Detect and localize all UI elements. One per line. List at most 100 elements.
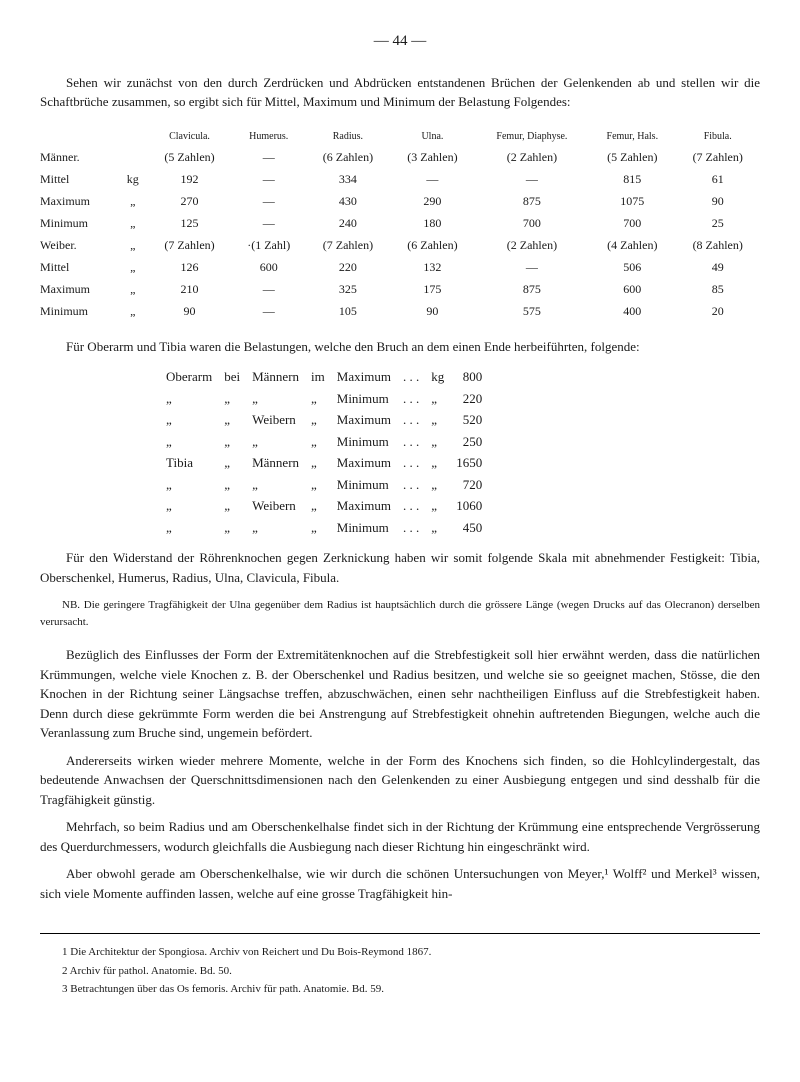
cell: —: [232, 146, 306, 168]
list-cell: Maximum: [331, 409, 397, 431]
list-cell: „: [160, 431, 218, 453]
cell: 90: [147, 300, 232, 322]
cell: „: [118, 234, 147, 256]
table-row: Mittel „ 126 600 220 132 — 506 49: [40, 256, 760, 278]
list-cell: „: [218, 474, 246, 496]
cell: 815: [589, 168, 675, 190]
list-cell: „: [425, 474, 450, 496]
table-row: Maximum „ 270 — 430 290 875 1075 90: [40, 190, 760, 212]
list-cell: „: [305, 495, 331, 517]
list-cell: „: [218, 452, 246, 474]
list-cell: „: [425, 495, 450, 517]
cell: 210: [147, 278, 232, 300]
cell: 25: [675, 212, 760, 234]
list-cell: Minimum: [331, 431, 397, 453]
cell: kg: [118, 168, 147, 190]
list-cell: „: [425, 431, 450, 453]
list-cell: „: [425, 517, 450, 539]
list-cell: „: [305, 388, 331, 410]
list-row: „„„„Minimum. . .„720: [160, 474, 488, 496]
table-row: Weiber. „ (7 Zahlen) ·(1 Zahl) (7 Zahlen…: [40, 234, 760, 256]
cell: (4 Zahlen): [589, 234, 675, 256]
list-cell: „: [305, 431, 331, 453]
list-row: Tibia„Männern„Maximum. . .„1650: [160, 452, 488, 474]
cell: —: [475, 256, 589, 278]
cell: —: [232, 300, 306, 322]
cell: „: [118, 256, 147, 278]
footnote: 3 Betrachtungen über das Os femoris. Arc…: [40, 981, 760, 998]
cell: Weiber.: [40, 234, 118, 256]
list-cell: „: [160, 495, 218, 517]
table-row: Maximum „ 210 — 325 175 875 600 85: [40, 278, 760, 300]
list-cell: . . .: [397, 452, 425, 474]
list-cell: „: [160, 474, 218, 496]
cell: —: [232, 168, 306, 190]
list-cell: „: [218, 409, 246, 431]
cell: 506: [589, 256, 675, 278]
list-row: „„„„Minimum. . .„220: [160, 388, 488, 410]
list-cell: . . .: [397, 388, 425, 410]
cell: 400: [589, 300, 675, 322]
header-cell: Femur, Diaphyse.: [475, 127, 589, 146]
list-table: OberarmbeiMännernimMaximum. . .kg800„„„„…: [160, 366, 488, 538]
list-row: „„Weibern„Maximum. . .„1060: [160, 495, 488, 517]
header-cell: Fibula.: [675, 127, 760, 146]
cell: (3 Zahlen): [390, 146, 475, 168]
list-cell: „: [218, 431, 246, 453]
list-cell: Tibia: [160, 452, 218, 474]
cell: —: [232, 212, 306, 234]
list-cell: 800: [450, 366, 488, 388]
cell: 85: [675, 278, 760, 300]
cell: 1075: [589, 190, 675, 212]
cell: 430: [306, 190, 391, 212]
cell: 125: [147, 212, 232, 234]
header-cell: Radius.: [306, 127, 391, 146]
list-cell: „: [218, 517, 246, 539]
list-cell: . . .: [397, 431, 425, 453]
cell: Maximum: [40, 278, 118, 300]
list-cell: „: [218, 388, 246, 410]
cell: 700: [475, 212, 589, 234]
list-cell: „: [425, 409, 450, 431]
list-cell: . . .: [397, 517, 425, 539]
body-paragraph-2: Andererseits wirken wieder mehrere Momen…: [40, 751, 760, 810]
cell: (7 Zahlen): [306, 234, 391, 256]
cell: —: [232, 278, 306, 300]
table-row: Männer. (5 Zahlen) — (6 Zahlen) (3 Zahle…: [40, 146, 760, 168]
cell: 126: [147, 256, 232, 278]
page-number: — 44 —: [40, 30, 760, 53]
cell: Maximum: [40, 190, 118, 212]
list-cell: „: [218, 495, 246, 517]
nb-note: NB. Die geringere Tragfähigkeit der Ulna…: [40, 597, 760, 630]
cell: 192: [147, 168, 232, 190]
data-table-1: Clavicula. Humerus. Radius. Ulna. Femur,…: [40, 127, 760, 322]
cell: 220: [306, 256, 391, 278]
cell: 132: [390, 256, 475, 278]
list-cell: 720: [450, 474, 488, 496]
list-cell: . . .: [397, 366, 425, 388]
cell: Minimum: [40, 212, 118, 234]
list-cell: 1060: [450, 495, 488, 517]
cell: (5 Zahlen): [589, 146, 675, 168]
list-cell: Minimum: [331, 474, 397, 496]
list-cell: „: [305, 452, 331, 474]
list-cell: „: [246, 517, 305, 539]
cell: „: [118, 300, 147, 322]
cell: Mittel: [40, 168, 118, 190]
footnote: 2 Archiv für pathol. Anatomie. Bd. 50.: [40, 963, 760, 980]
cell: —: [475, 168, 589, 190]
list-cell: Weibern: [246, 409, 305, 431]
cell: —: [390, 168, 475, 190]
mid-paragraph-2: Für den Widerstand der Röhrenknochen geg…: [40, 548, 760, 587]
cell: —: [232, 190, 306, 212]
cell: 325: [306, 278, 391, 300]
list-row: „„Weibern„Maximum. . .„520: [160, 409, 488, 431]
cell: 600: [589, 278, 675, 300]
list-cell: bei: [218, 366, 246, 388]
list-cell: „: [425, 452, 450, 474]
list-cell: . . .: [397, 409, 425, 431]
body-paragraph-4: Aber obwohl gerade am Oberschenkelhalse,…: [40, 864, 760, 903]
list-cell: Maximum: [331, 495, 397, 517]
cell: 175: [390, 278, 475, 300]
list-cell: „: [246, 474, 305, 496]
